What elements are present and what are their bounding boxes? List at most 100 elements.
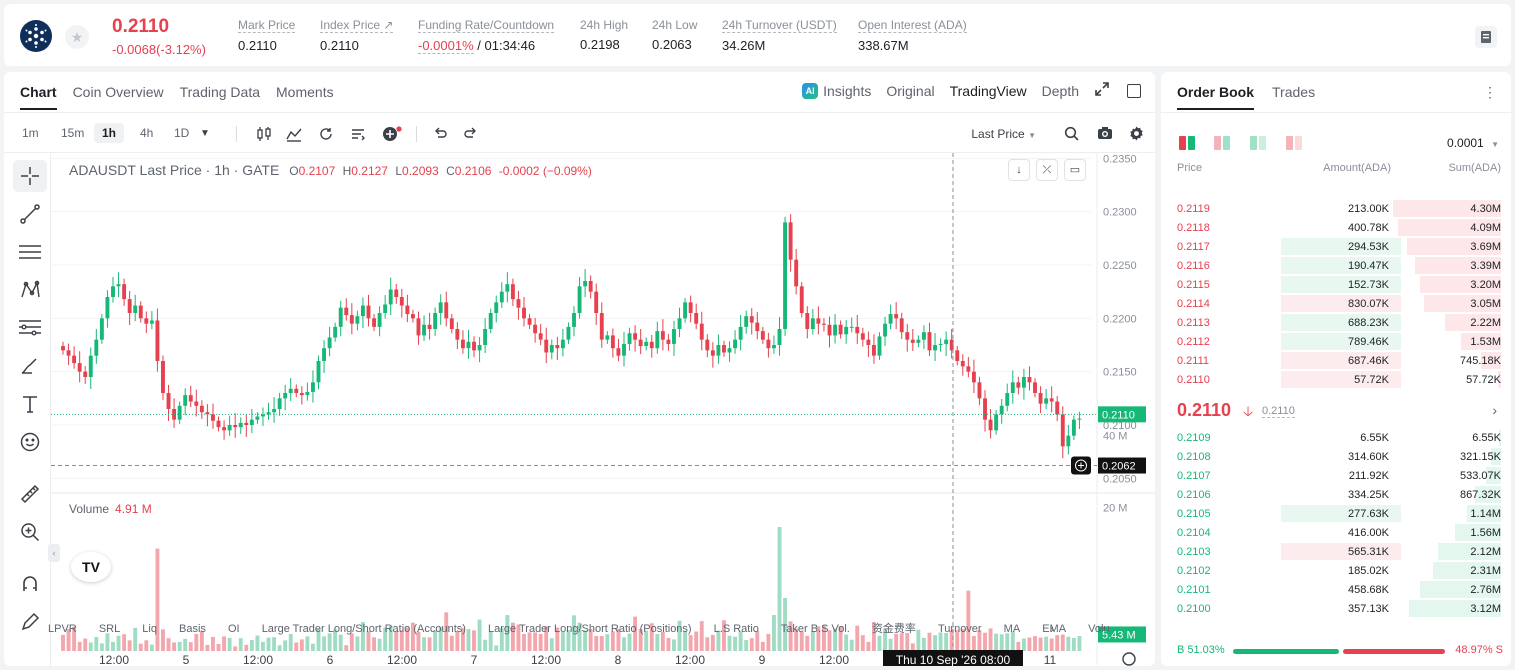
camera-icon[interactable] xyxy=(1097,126,1113,144)
ask-row[interactable]: 0.2114 830.07K 3.05M xyxy=(1161,294,1511,313)
tab-chart[interactable]: Chart xyxy=(20,84,57,110)
collapse-pane-icon[interactable]: ⤫ xyxy=(1036,159,1058,181)
stat-index-price[interactable]: Index Price ↗ 0.2110 xyxy=(320,18,394,53)
pencil-lock-tool-icon[interactable] xyxy=(13,606,47,638)
bid-row[interactable]: 0.2108 314.60K 321.15K xyxy=(1161,447,1511,466)
chevron-right-icon[interactable]: › xyxy=(1492,402,1497,418)
tab-moments[interactable]: Moments xyxy=(276,84,334,100)
notebook-icon[interactable] xyxy=(1475,26,1497,48)
indicator-ls-accounts[interactable]: Large Trader Long/Short Ratio (Accounts) xyxy=(261,623,466,635)
volume-bar xyxy=(755,630,760,651)
chevron-right-icon[interactable]: › xyxy=(1050,622,1054,636)
indicator-taker-vol[interactable]: Taker B.S Vol. xyxy=(780,623,850,635)
templates-icon[interactable] xyxy=(350,126,366,145)
bid-row[interactable]: 0.2102 185.02K 2.31M xyxy=(1161,561,1511,580)
pattern-tool-icon[interactable] xyxy=(13,274,47,306)
brush-tool-icon[interactable] xyxy=(13,350,47,382)
horizontal-lines-tool-icon[interactable] xyxy=(13,236,47,268)
bid-row[interactable]: 0.2103 565.31K 2.12M xyxy=(1161,542,1511,561)
trend-line-tool-icon[interactable] xyxy=(13,198,47,230)
maximize-pane-icon[interactable]: ▭ xyxy=(1064,159,1086,181)
interval-dropdown-icon[interactable]: ▼ xyxy=(200,128,210,139)
indicators-icon[interactable] xyxy=(286,126,302,145)
interval-4h[interactable]: 4h xyxy=(140,126,154,140)
indicator-srl[interactable]: SRL xyxy=(98,623,121,635)
interval-1m[interactable]: 1m xyxy=(22,126,39,140)
crosshair-tool-icon[interactable] xyxy=(13,160,47,192)
ask-row[interactable]: 0.2117 294.53K 3.69M xyxy=(1161,237,1511,256)
ask-row[interactable]: 0.2112 789.46K 1.53M xyxy=(1161,332,1511,351)
redo-icon[interactable] xyxy=(463,126,479,145)
indicator-ma[interactable]: MA xyxy=(1003,623,1021,635)
volume-bar xyxy=(905,633,910,651)
insights-button[interactable]: Insights xyxy=(823,82,872,99)
add-indicator-icon[interactable] xyxy=(382,126,404,145)
depth-button[interactable]: Depth xyxy=(1041,82,1079,99)
volume-bar xyxy=(599,636,604,651)
more-menu-icon[interactable]: ⋮ xyxy=(1483,84,1497,100)
stat-label[interactable]: Index Price ↗ xyxy=(320,18,394,33)
indicator-funding-rate[interactable]: 资金费率 xyxy=(871,623,916,635)
precision-select[interactable]: 0.0001 ▼ xyxy=(1447,136,1499,150)
layout-both-icon[interactable] xyxy=(1179,136,1195,150)
layout-split-icon[interactable] xyxy=(1214,136,1230,150)
window-icon[interactable] xyxy=(1127,83,1141,98)
price-chart[interactable]: 0.2350 0.2300 0.2250 0.2200 0.2150 0.2100 0.20… xyxy=(51,153,1155,666)
zoom-in-tool-icon[interactable] xyxy=(13,516,47,548)
indicator-ema[interactable]: EMA xyxy=(1042,623,1067,635)
candle-body xyxy=(722,345,726,353)
original-button[interactable]: Original xyxy=(886,82,935,99)
interval-15m[interactable]: 15m xyxy=(61,126,85,140)
indicator-oi[interactable]: OI xyxy=(228,623,240,635)
layout-asks-icon[interactable] xyxy=(1286,136,1302,150)
indicator-liq[interactable]: Liq xyxy=(142,623,157,635)
tab-coin-overview[interactable]: Coin Overview xyxy=(72,84,164,100)
ask-row[interactable]: 0.2111 687.46K 745.18K xyxy=(1161,351,1511,370)
search-icon[interactable] xyxy=(1064,126,1079,144)
ask-row[interactable]: 0.2116 190.47K 3.39M xyxy=(1161,256,1511,275)
move-down-icon[interactable]: ↓ xyxy=(1008,159,1030,181)
indicator-basis[interactable]: Basis xyxy=(179,623,206,635)
bid-row[interactable]: 0.2101 458.68K 2.76M xyxy=(1161,580,1511,599)
emoji-tool-icon[interactable] xyxy=(13,426,47,458)
indicator-lpvr[interactable]: LPVR xyxy=(48,623,77,635)
ask-price: 0.2119 xyxy=(1177,203,1210,215)
interval-1h[interactable]: 1h xyxy=(94,123,125,143)
layout-bids-icon[interactable] xyxy=(1250,136,1266,150)
ask-row[interactable]: 0.2110 57.72K 57.72K xyxy=(1161,370,1511,389)
ask-row[interactable]: 0.2115 152.73K 3.20M xyxy=(1161,275,1511,294)
magnet-tool-icon[interactable] xyxy=(13,568,47,600)
ask-row[interactable]: 0.2119 213.00K 4.30M xyxy=(1161,199,1511,218)
indicator-ls-ratio[interactable]: L.S Ratio xyxy=(713,623,759,635)
indicator-volume[interactable]: Volu xyxy=(1088,623,1110,635)
tab-trades[interactable]: Trades xyxy=(1272,84,1316,100)
bid-row[interactable]: 0.2100 357.13K 3.12M xyxy=(1161,599,1511,618)
undo-icon[interactable] xyxy=(432,126,448,145)
ask-row[interactable]: 0.2113 688.23K 2.22M xyxy=(1161,313,1511,332)
price-source-select[interactable]: Last Price ▼ xyxy=(971,127,1036,141)
ruler-tool-icon[interactable] xyxy=(13,478,47,510)
text-tool-icon[interactable] xyxy=(13,388,47,420)
candle-type-icon[interactable] xyxy=(256,126,272,145)
fib-tool-icon[interactable] xyxy=(13,312,47,344)
refresh-icon[interactable] xyxy=(318,126,334,145)
collapse-toolbar-icon[interactable]: ‹ xyxy=(48,544,60,562)
bid-row[interactable]: 0.2105 277.63K 1.14M xyxy=(1161,504,1511,523)
interval-1d[interactable]: 1D xyxy=(174,126,190,140)
bid-row[interactable]: 0.2104 416.00K 1.56M xyxy=(1161,523,1511,542)
bid-row[interactable]: 0.2107 211.92K 533.07K xyxy=(1161,466,1511,485)
favorite-star-icon[interactable]: ★ xyxy=(65,25,89,49)
ask-row[interactable]: 0.2118 400.78K 4.09M xyxy=(1161,218,1511,237)
bid-row[interactable]: 0.2106 334.25K 867.32K xyxy=(1161,485,1511,504)
tab-order-book[interactable]: Order Book xyxy=(1177,84,1255,110)
tab-trading-data[interactable]: Trading Data xyxy=(179,84,261,100)
expand-icon[interactable] xyxy=(1095,82,1109,99)
candle-body xyxy=(816,318,821,324)
volume-bar xyxy=(788,621,793,651)
settings-gear-icon[interactable] xyxy=(1129,126,1144,144)
indicator-ls-positions[interactable]: Large Trader Long/Short Ratio (Positions… xyxy=(487,623,692,635)
bid-row[interactable]: 0.2109 6.55K 6.55K xyxy=(1161,428,1511,447)
tradingview-button[interactable]: TradingView xyxy=(949,82,1027,99)
indicator-turnover[interactable]: Turnover xyxy=(937,623,982,635)
ask-amount-bar xyxy=(1281,371,1401,388)
